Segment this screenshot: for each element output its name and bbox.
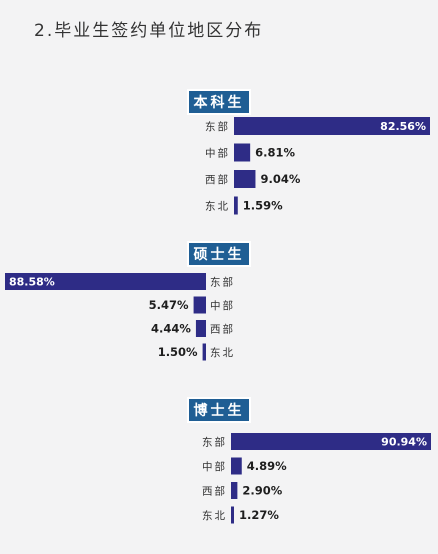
panel-badge [187, 397, 251, 423]
data-label: 1.59% [243, 199, 283, 213]
data-label: 90.94% [381, 436, 427, 449]
category-label: 东部 [205, 120, 230, 133]
data-label: 1.27% [239, 508, 279, 522]
data-label: 4.89% [247, 459, 287, 473]
data-label: 6.81% [255, 146, 295, 160]
bar [234, 117, 430, 135]
category-label: 中部 [210, 299, 235, 312]
category-label: 东部 [210, 276, 235, 289]
category-label: 西部 [202, 485, 227, 498]
panel-badge [187, 241, 251, 267]
bar [231, 433, 431, 450]
bar [234, 143, 251, 162]
bar [195, 320, 206, 337]
panel-title: 博士生 [194, 402, 245, 419]
panel-badge [187, 89, 251, 115]
bar [234, 170, 256, 188]
bar [193, 296, 206, 314]
bar [5, 273, 206, 290]
bar [202, 343, 206, 361]
category-label: 东北 [202, 509, 227, 522]
bar [234, 196, 238, 215]
bar [231, 457, 242, 475]
category-label: 西部 [205, 173, 230, 186]
panel-title: 本科生 [194, 94, 245, 111]
data-label: 88.58% [9, 276, 55, 289]
data-label: 1.50% [158, 345, 198, 359]
category-label: 东北 [210, 346, 235, 359]
data-label: 9.04% [260, 172, 300, 186]
panel-title: 硕士生 [194, 246, 245, 263]
page-title: 2.毕业生签约单位地区分布 [34, 21, 264, 41]
data-label: 5.47% [149, 298, 189, 312]
category-label: 东部 [202, 436, 227, 449]
category-label: 西部 [210, 323, 235, 336]
category-label: 中部 [205, 147, 230, 160]
bar [231, 482, 238, 499]
bar [231, 506, 234, 524]
data-label: 2.90% [242, 484, 282, 498]
category-label: 中部 [202, 460, 227, 473]
data-label: 82.56% [380, 120, 426, 133]
data-label: 4.44% [151, 322, 191, 336]
category-label: 东北 [205, 200, 230, 213]
